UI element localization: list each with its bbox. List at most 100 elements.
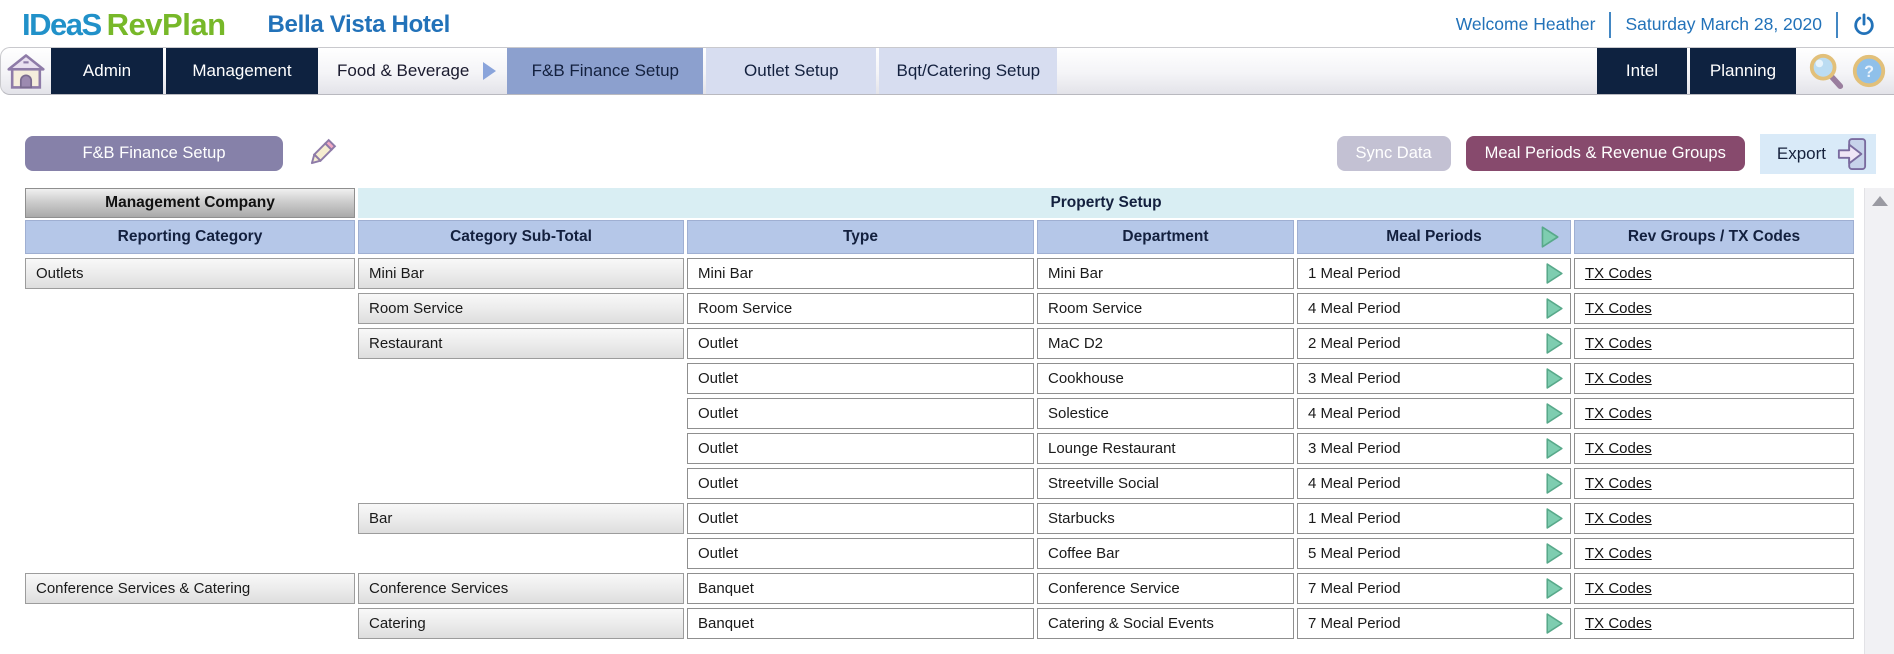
- reporting-category-cell: [25, 433, 355, 464]
- type-value: Outlet: [698, 440, 739, 457]
- tab-outlet-setup[interactable]: Outlet Setup: [706, 48, 877, 94]
- fb-finance-setup-page-button[interactable]: F&B Finance Setup: [25, 136, 283, 171]
- department-cell[interactable]: Room Service: [1037, 293, 1294, 324]
- department-cell[interactable]: Streetville Social: [1037, 468, 1294, 499]
- type-cell[interactable]: Outlet: [687, 538, 1034, 569]
- department-value: Catering & Social Events: [1048, 615, 1214, 632]
- expand-meal-periods-icon[interactable]: [1542, 332, 1565, 355]
- tab-fb-finance-setup[interactable]: F&B Finance Setup: [507, 48, 704, 94]
- expand-meal-periods-icon[interactable]: [1542, 472, 1565, 495]
- nav-admin-button[interactable]: Admin: [51, 48, 163, 94]
- export-button[interactable]: Export: [1759, 133, 1876, 174]
- meal-periods-cell: 4 Meal Period: [1297, 398, 1571, 429]
- department-cell[interactable]: Lounge Restaurant: [1037, 433, 1294, 464]
- department-value: Starbucks: [1048, 510, 1115, 527]
- department-cell[interactable]: Catering & Social Events: [1037, 608, 1294, 639]
- table-row: Catering Banquet Catering & Social Event…: [25, 608, 1854, 639]
- meal-periods-value: 4 Meal Period: [1308, 475, 1401, 492]
- home-button[interactable]: [1, 48, 51, 94]
- category-subtotal-cell: Catering: [358, 608, 684, 639]
- type-cell[interactable]: Banquet: [687, 608, 1034, 639]
- department-cell[interactable]: Cookhouse: [1037, 363, 1294, 394]
- tx-codes-link[interactable]: TX Codes: [1585, 300, 1652, 317]
- nav-management-button[interactable]: Management: [166, 48, 318, 94]
- category-subtotal-cell: Bar: [358, 503, 684, 534]
- type-cell[interactable]: Outlet: [687, 468, 1034, 499]
- department-value: Coffee Bar: [1048, 545, 1120, 562]
- help-icon[interactable]: ?: [1850, 52, 1888, 90]
- svg-text:?: ?: [1864, 63, 1874, 81]
- type-cell[interactable]: Outlet: [687, 328, 1034, 359]
- type-cell[interactable]: Outlet: [687, 398, 1034, 429]
- department-value: Solestice: [1048, 405, 1109, 422]
- expand-meal-periods-icon[interactable]: [1542, 612, 1565, 635]
- expand-meal-periods-icon[interactable]: [1542, 402, 1565, 425]
- expand-meal-periods-icon[interactable]: [1542, 577, 1565, 600]
- category-subtotal-cell: [358, 468, 684, 499]
- tx-codes-link[interactable]: TX Codes: [1585, 405, 1652, 422]
- tx-codes-link[interactable]: TX Codes: [1585, 440, 1652, 457]
- expand-meal-periods-icon[interactable]: [1542, 507, 1565, 530]
- page-toolbar: F&B Finance Setup Sync Data Meal Periods…: [0, 95, 1894, 188]
- fb-finance-setup-table: Management Company Property Setup Report…: [25, 188, 1854, 639]
- department-cell[interactable]: Conference Service: [1037, 573, 1294, 604]
- tx-codes-link[interactable]: TX Codes: [1585, 580, 1652, 597]
- scroll-up-button[interactable]: [1865, 188, 1894, 214]
- meal-periods-cell: 1 Meal Period: [1297, 503, 1571, 534]
- department-value: Room Service: [1048, 300, 1143, 317]
- department-cell[interactable]: Solestice: [1037, 398, 1294, 429]
- tx-codes-link[interactable]: TX Codes: [1585, 335, 1652, 352]
- expand-meal-periods-icon[interactable]: [1542, 542, 1565, 565]
- column-header-reporting-category: Reporting Category: [25, 220, 355, 254]
- tx-codes-cell: TX Codes: [1574, 573, 1854, 604]
- tx-codes-link[interactable]: TX Codes: [1585, 475, 1652, 492]
- nav-spacer: [1057, 48, 1594, 94]
- current-date-text: Saturday March 28, 2020: [1625, 14, 1822, 34]
- search-magnifier-icon[interactable]: [1807, 52, 1845, 90]
- meal-periods-revenue-groups-button[interactable]: Meal Periods & Revenue Groups: [1465, 136, 1745, 171]
- type-cell[interactable]: Room Service: [687, 293, 1034, 324]
- department-cell[interactable]: Mini Bar: [1037, 258, 1294, 289]
- expand-meal-periods-icon[interactable]: [1542, 297, 1565, 320]
- type-cell[interactable]: Banquet: [687, 573, 1034, 604]
- tx-codes-link[interactable]: TX Codes: [1585, 370, 1652, 387]
- expand-meal-periods-icon[interactable]: [1542, 367, 1565, 390]
- type-value: Mini Bar: [698, 265, 754, 282]
- power-logout-icon[interactable]: [1852, 12, 1876, 37]
- type-cell[interactable]: Mini Bar: [687, 258, 1034, 289]
- nav-intel-button[interactable]: Intel: [1597, 48, 1687, 94]
- export-icon: [1837, 137, 1867, 171]
- tx-codes-cell: TX Codes: [1574, 433, 1854, 464]
- expand-all-meal-periods-icon[interactable]: [1537, 225, 1561, 254]
- breadcrumb-food-beverage[interactable]: Food & Beverage: [337, 61, 470, 80]
- reporting-category-value: Conference Services & Catering: [36, 580, 251, 597]
- department-cell[interactable]: Starbucks: [1037, 503, 1294, 534]
- tab-bqt-catering-setup[interactable]: Bqt/Catering Setup: [879, 48, 1058, 94]
- tx-codes-link[interactable]: TX Codes: [1585, 265, 1652, 282]
- category-subtotal-value: Conference Services: [369, 580, 509, 597]
- type-cell[interactable]: Outlet: [687, 433, 1034, 464]
- meal-periods-cell: 1 Meal Period: [1297, 258, 1571, 289]
- department-cell[interactable]: MaC D2: [1037, 328, 1294, 359]
- tx-codes-link[interactable]: TX Codes: [1585, 545, 1652, 562]
- reporting-category-cell: [25, 398, 355, 429]
- category-subtotal-cell: [358, 433, 684, 464]
- edit-pencil-icon[interactable]: [305, 137, 338, 170]
- column-header-category-sub-total: Category Sub-Total: [358, 220, 684, 254]
- column-header-department: Department: [1037, 220, 1294, 254]
- type-cell[interactable]: Outlet: [687, 363, 1034, 394]
- expand-meal-periods-icon[interactable]: [1542, 437, 1565, 460]
- category-subtotal-value: Catering: [369, 615, 426, 632]
- reporting-category-cell: [25, 363, 355, 394]
- nav-planning-button[interactable]: Planning: [1690, 48, 1796, 94]
- expand-meal-periods-icon[interactable]: [1542, 262, 1565, 285]
- vertical-scrollbar[interactable]: [1864, 188, 1894, 654]
- department-cell[interactable]: Coffee Bar: [1037, 538, 1294, 569]
- tx-codes-link[interactable]: TX Codes: [1585, 510, 1652, 527]
- sync-data-button[interactable]: Sync Data: [1336, 136, 1451, 171]
- tx-codes-cell: TX Codes: [1574, 608, 1854, 639]
- category-subtotal-cell: [358, 363, 684, 394]
- table-row: Conference Services & Catering Conferenc…: [25, 573, 1854, 604]
- type-cell[interactable]: Outlet: [687, 503, 1034, 534]
- tx-codes-link[interactable]: TX Codes: [1585, 615, 1652, 632]
